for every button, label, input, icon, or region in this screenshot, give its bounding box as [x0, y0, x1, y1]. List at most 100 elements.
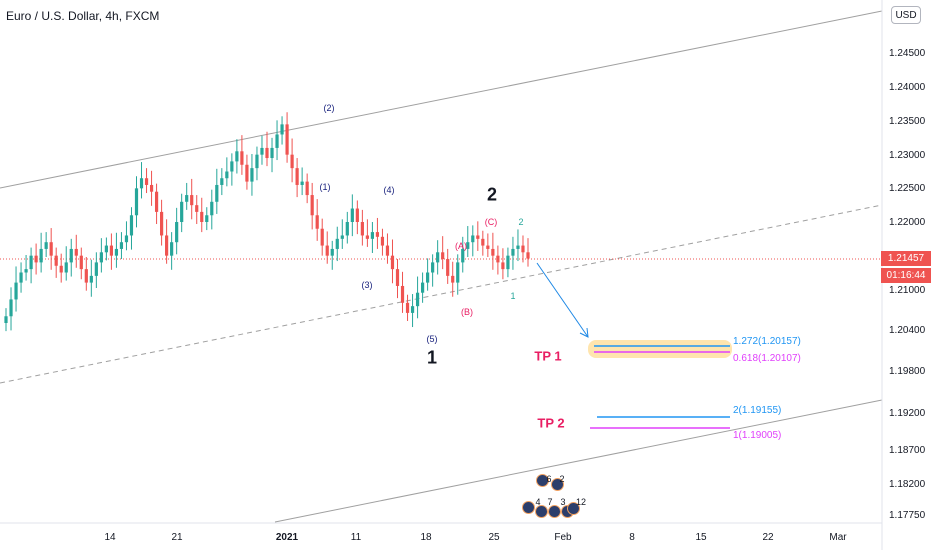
- candle-body: [315, 215, 319, 229]
- price-tick: 1.22500: [889, 183, 926, 194]
- candle-body: [165, 235, 169, 256]
- price-tick: 1.19200: [889, 408, 926, 419]
- candle-body: [385, 245, 390, 256]
- candle-body: [340, 235, 344, 239]
- candle-body: [220, 178, 224, 185]
- candle-body: [170, 242, 174, 256]
- fib-1272-label: 1.272(1.20157): [733, 336, 801, 347]
- candle-body: [24, 269, 28, 273]
- candle-body: [154, 191, 159, 212]
- candle-body: [380, 236, 385, 246]
- candle-body: [245, 164, 249, 182]
- candle-body: [365, 235, 369, 239]
- wave-label-b[interactable]: (B): [461, 307, 473, 317]
- candle-body: [285, 124, 289, 155]
- candle-body: [195, 205, 199, 212]
- candle-body: [511, 248, 515, 256]
- candle-body: [461, 248, 465, 263]
- candle-body: [476, 235, 480, 239]
- time-tick: 15: [695, 532, 707, 543]
- economic-event-icon[interactable]: [536, 474, 549, 487]
- fib-1-label: 1(1.19005): [733, 430, 782, 441]
- economic-event-icon[interactable]: [535, 505, 548, 518]
- currency-button[interactable]: USD: [891, 6, 921, 24]
- price-tick: 1.24500: [889, 48, 926, 59]
- candle-body: [481, 238, 485, 246]
- candle-body: [139, 178, 144, 189]
- candle-body: [516, 245, 520, 249]
- candle-body: [4, 316, 8, 323]
- candle-body: [255, 154, 259, 169]
- channel-upper-line[interactable]: [0, 10, 883, 189]
- subwave-label-2[interactable]: 2: [518, 217, 524, 227]
- candle-body: [89, 275, 93, 283]
- wave-label-2-paren[interactable]: (2): [323, 103, 335, 113]
- economic-event-icon[interactable]: [567, 502, 580, 515]
- wave-label-c[interactable]: (C): [484, 217, 498, 227]
- candlestick-series: [4, 112, 530, 332]
- candle-body: [345, 222, 349, 236]
- subwave-label-1[interactable]: 1: [510, 291, 516, 301]
- tp1-highlight-zone[interactable]: [588, 340, 732, 358]
- fib-2-label: 2(1.19155): [733, 405, 782, 416]
- candle-body: [330, 248, 334, 256]
- candle-body: [526, 252, 530, 259]
- wave-label-3-paren[interactable]: (3): [361, 280, 373, 290]
- wave-label-4-paren[interactable]: (4): [383, 185, 395, 195]
- wave-label-1[interactable]: 1: [426, 347, 438, 368]
- fib-0618-label: 0.618(1.20107): [733, 353, 801, 364]
- event-count: 2: [559, 474, 565, 484]
- channel-mid-dashed-line[interactable]: [0, 204, 883, 384]
- candle-body: [14, 282, 18, 300]
- candle-body: [446, 259, 450, 276]
- current-price-tag: 1.21457: [881, 251, 931, 266]
- candle-body: [521, 245, 525, 253]
- price-tick: 1.17750: [889, 510, 926, 521]
- candle-body: [451, 275, 455, 283]
- candle-body: [9, 299, 13, 317]
- event-count: 12: [575, 497, 587, 507]
- candle-body: [240, 151, 244, 165]
- candle-body: [355, 208, 359, 222]
- projection-arrow-line[interactable]: [536, 262, 589, 338]
- candle-body: [250, 168, 254, 182]
- candle-body: [175, 222, 179, 243]
- candle-body: [94, 262, 98, 276]
- wave-label-a[interactable]: (A): [455, 241, 467, 251]
- time-tick: 21: [171, 532, 183, 543]
- symbol-title[interactable]: Euro / U.S. Dollar, 4h, FXCM: [6, 9, 160, 23]
- candle-body: [471, 235, 475, 243]
- tp2-label[interactable]: TP 2: [537, 415, 565, 431]
- candle-body: [310, 195, 314, 216]
- candle-body: [79, 255, 83, 270]
- candle-body: [29, 255, 33, 270]
- event-count: 7: [547, 497, 553, 507]
- candle-body: [69, 248, 73, 263]
- candle-body: [325, 245, 329, 256]
- economic-event-icon[interactable]: [551, 478, 564, 491]
- time-tick: 14: [104, 532, 116, 543]
- price-tick: 1.21000: [889, 285, 926, 296]
- wave-label-5-paren[interactable]: (5): [426, 334, 438, 344]
- candle-body: [466, 242, 470, 249]
- time-tick: 2021: [275, 532, 299, 543]
- countdown-tag: 01:16:44: [881, 268, 931, 283]
- candle-body: [215, 184, 219, 202]
- channel-lower-line[interactable]: [274, 399, 883, 523]
- candle-body: [415, 292, 420, 307]
- candle-body: [436, 252, 440, 263]
- economic-event-icon[interactable]: [548, 505, 561, 518]
- candle-body: [320, 228, 324, 246]
- candle-body: [200, 211, 204, 222]
- economic-event-icon[interactable]: [522, 501, 535, 514]
- time-tick: 22: [762, 532, 774, 543]
- candle-body: [159, 211, 164, 236]
- candle-body: [370, 232, 375, 239]
- tp1-label[interactable]: TP 1: [534, 348, 562, 364]
- candle-body: [491, 248, 495, 256]
- candle-body: [149, 184, 154, 192]
- wave-label-1-paren[interactable]: (1): [319, 182, 331, 192]
- wave-label-2[interactable]: 2: [486, 184, 498, 205]
